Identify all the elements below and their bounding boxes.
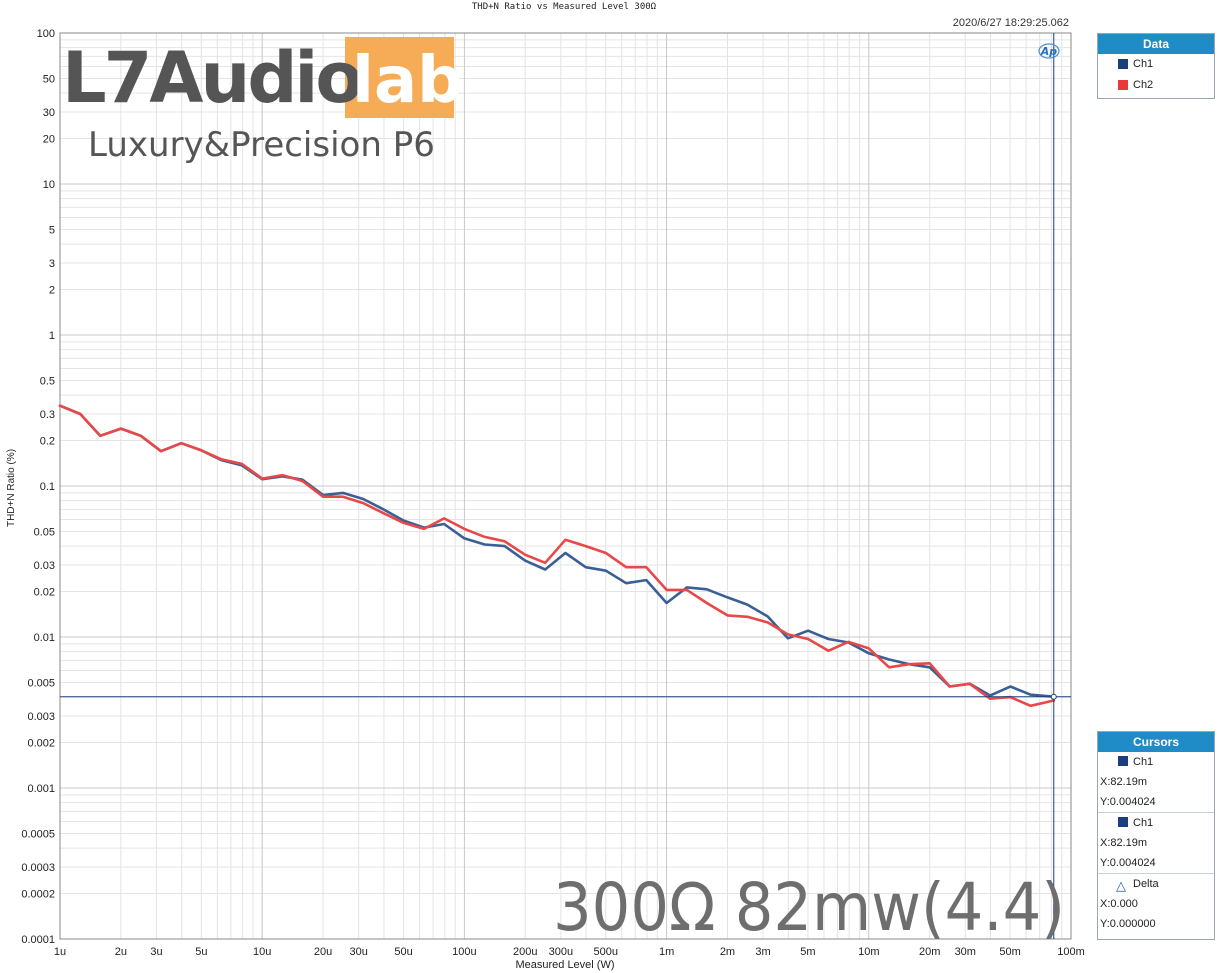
- y-tick-label: 0.0005: [21, 828, 55, 840]
- cursor-y-readout: Y:0.004024: [1100, 857, 1156, 869]
- x-tick-label: 500u: [593, 946, 617, 958]
- y-tick-label: 20: [43, 134, 55, 146]
- delta-label: Delta: [1133, 878, 1159, 890]
- cursor-channel-label: Ch1: [1133, 756, 1154, 768]
- y-tick-label: 0.0001: [21, 934, 55, 946]
- x-tick-label: 3m: [755, 946, 770, 958]
- y-tick-label: 50: [43, 73, 55, 85]
- plot-frame: [59, 32, 1072, 940]
- ch1-swatch-icon: [1118, 817, 1128, 827]
- y-tick-labels: 100 50 30 20 10 5 3 2 1 0.5 0.3 0.2 0.1 0.05 0.03 0.02 0…: [21, 28, 55, 946]
- x-tick-label: 30m: [955, 946, 976, 958]
- y-tick-label: 0.01: [34, 632, 55, 644]
- y-tick-label: 100: [37, 28, 55, 40]
- y-tick-label: 0.05: [34, 526, 55, 538]
- y-tick-label: 0.2: [40, 436, 55, 448]
- delta-x-readout: X:0.000: [1100, 898, 1138, 910]
- y-tick-label: 0.001: [27, 783, 55, 795]
- x-tick-label: 300u: [549, 946, 573, 958]
- brand-watermark: L7Audio lab Luxury&Precision P6: [62, 37, 463, 165]
- brand-text: L7Audio: [62, 37, 361, 119]
- x-tick-label: 100u: [452, 946, 476, 958]
- y-tick-label: 0.003: [27, 711, 55, 723]
- x-tick-label: 50u: [394, 946, 412, 958]
- legend-item-label: Ch2: [1133, 79, 1154, 91]
- delta-triangle-icon: △: [1116, 878, 1126, 893]
- y-tick-label: 10: [43, 179, 55, 191]
- y-tick-label: 0.03: [34, 560, 55, 572]
- ap-logo-text: Ap: [1040, 45, 1058, 58]
- ch1-swatch-icon: [1118, 59, 1128, 69]
- legend-item-ch1[interactable]: Ch1: [1098, 54, 1214, 75]
- x-tick-label: 2m: [720, 946, 735, 958]
- y-tick-label: 30: [43, 107, 55, 119]
- y-tick-label: 2: [49, 285, 55, 297]
- cursor-x-readout: X:82.19m: [1100, 837, 1148, 849]
- cursors-header: Cursors: [1098, 732, 1214, 752]
- data-legend-header: Data: [1098, 34, 1214, 54]
- x-tick-label: 200u: [513, 946, 537, 958]
- y-tick-label: 0.002: [27, 738, 55, 750]
- x-tick-label: 20m: [919, 946, 940, 958]
- cursor-delta-group[interactable]: △ Delta X:0.000 Y:0.000000: [1098, 873, 1214, 934]
- y-tick-label: 0.005: [27, 677, 55, 689]
- series-layer: [58, 404, 1056, 708]
- x-tick-label: 2u: [115, 946, 127, 958]
- x-tick-label: 10u: [253, 946, 271, 958]
- y-tick-label: 0.0003: [21, 862, 55, 874]
- y-tick-label: 5: [49, 224, 55, 236]
- y-tick-label: 0.5: [40, 375, 55, 387]
- ch1-swatch-icon: [1118, 756, 1128, 766]
- x-tick-label: 1u: [54, 946, 66, 958]
- y-axis-label: THD+N Ratio (%): [6, 449, 17, 527]
- cursor-channel-label: Ch1: [1133, 817, 1154, 829]
- cursor-channel: Ch1: [1098, 752, 1214, 772]
- legend-item-ch2[interactable]: Ch2: [1098, 75, 1214, 96]
- x-tick-label: 20u: [314, 946, 332, 958]
- x-tick-label: 5u: [195, 946, 207, 958]
- overlay-annotation: 300Ω 82mw(4.4): [553, 869, 1065, 946]
- data-legend-panel: Data Ch1 Ch2: [1097, 33, 1215, 99]
- ap-logo: Ap: [1038, 43, 1060, 59]
- x-tick-label: 50m: [999, 946, 1020, 958]
- y-tick-label: 3: [49, 258, 55, 270]
- series-line-ch2: [58, 404, 1056, 708]
- cursor-x-readout: X:82.19m: [1100, 776, 1148, 788]
- y-tick-label: 0.0002: [21, 889, 55, 901]
- cursor-y-readout: Y:0.004024: [1100, 796, 1156, 808]
- cursor-group-1[interactable]: Ch1 X:82.19m Y:0.004024: [1098, 752, 1214, 812]
- y-tick-label: 0.3: [40, 409, 55, 421]
- cursor-marker[interactable]: [1050, 693, 1057, 700]
- x-tick-label: 100m: [1057, 946, 1085, 958]
- y-tick-label: 1: [49, 330, 55, 342]
- timestamp: 2020/6/27 18:29:25.062: [953, 17, 1069, 29]
- cursor-channel: Ch1: [1098, 813, 1214, 833]
- product-name: Luxury&Precision P6: [88, 125, 435, 165]
- x-tick-label: 3u: [150, 946, 162, 958]
- y-tick-label: 0.1: [40, 481, 55, 493]
- chart-title: THD+N Ratio vs Measured Level 300Ω: [472, 2, 657, 12]
- cursors-panel: Cursors Ch1 X:82.19m Y:0.004024 Ch1 X:82…: [1097, 731, 1215, 940]
- x-tick-label: 5m: [800, 946, 815, 958]
- brand-box-text: lab: [352, 44, 463, 118]
- x-tick-label: 1m: [659, 946, 674, 958]
- x-tick-labels: 1u 2u 3u 5u 10u 20u 30u 50u 100u 200u 300u 500u 1m 2m…: [54, 946, 1085, 958]
- cursor-group-2[interactable]: Ch1 X:82.19m Y:0.004024: [1098, 812, 1214, 873]
- x-tick-label: 30u: [349, 946, 367, 958]
- delta-row: △ Delta: [1098, 874, 1214, 894]
- delta-y-readout: Y:0.000000: [1100, 918, 1156, 930]
- y-tick-label: 0.02: [34, 587, 55, 599]
- x-tick-label: 10m: [858, 946, 879, 958]
- x-axis-label: Measured Level (W): [515, 959, 614, 971]
- ch2-swatch-icon: [1118, 80, 1128, 90]
- brand-box: [345, 37, 454, 118]
- legend-item-label: Ch1: [1133, 58, 1154, 70]
